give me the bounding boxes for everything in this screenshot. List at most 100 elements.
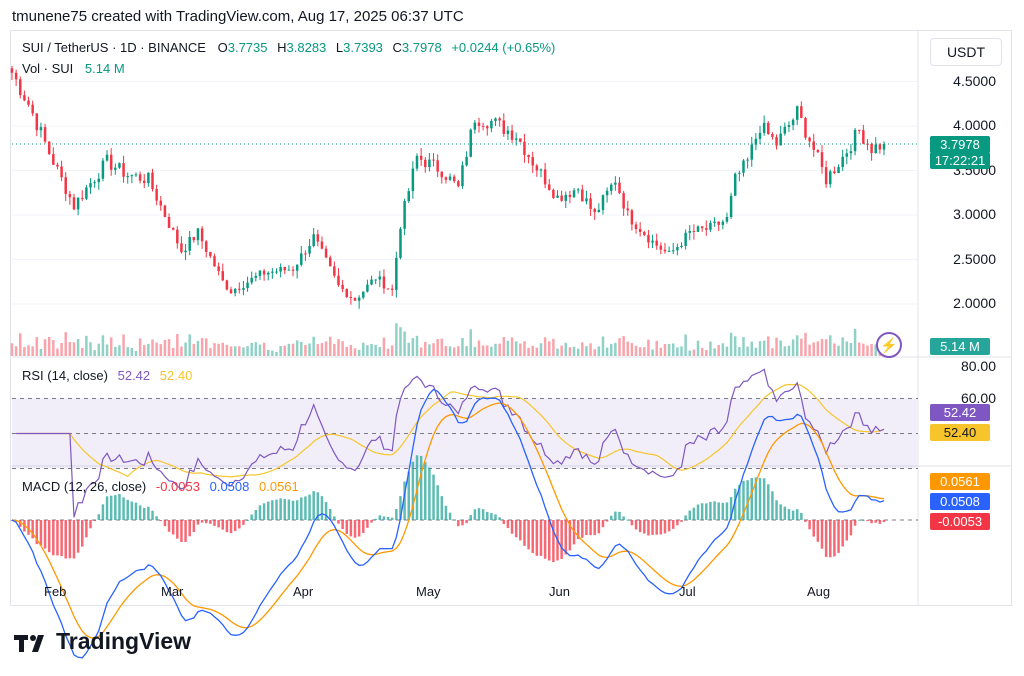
macd-histogram-bar <box>52 520 55 556</box>
macd-histogram-bar <box>258 505 262 520</box>
candle-body <box>510 130 514 140</box>
volume-bar <box>47 336 51 356</box>
month-label: Apr <box>293 584 314 599</box>
volume-bar <box>167 339 171 356</box>
candle-body <box>655 240 658 246</box>
macd-histogram-bar <box>486 511 489 520</box>
macd-histogram-bar <box>671 520 675 529</box>
candle-body <box>465 156 468 166</box>
candle-body <box>833 171 836 174</box>
macd-histogram-bar <box>812 520 815 537</box>
macd-histogram-bar <box>382 516 386 520</box>
volume-bar <box>35 337 39 356</box>
candle-body <box>424 159 427 168</box>
candle-body <box>357 297 361 301</box>
volume-bar <box>502 337 506 356</box>
volume-bar <box>279 346 282 356</box>
volume-bar <box>353 348 357 356</box>
macd-histogram-bar <box>35 520 39 545</box>
macd-tag: 0.0508 <box>930 493 990 510</box>
volume-bar <box>341 341 344 356</box>
candle-body <box>386 288 390 290</box>
candle-body <box>89 183 92 188</box>
macd-histogram-bar <box>535 520 539 556</box>
macd-histogram-bar <box>700 503 704 520</box>
candle-body <box>316 234 320 242</box>
macd-histogram-bar <box>775 500 778 520</box>
candle-body <box>246 282 249 289</box>
rsi-line <box>16 368 885 518</box>
volume-bar <box>242 347 245 356</box>
volume-bar <box>787 345 791 356</box>
macd-histogram-bar <box>209 520 212 524</box>
volume-bar <box>638 347 642 356</box>
macd-histogram-bar <box>242 520 245 525</box>
macd-histogram-bar <box>81 520 84 547</box>
volume-bar <box>874 344 877 356</box>
macd-histogram-bar <box>543 520 547 559</box>
candle-body <box>432 159 435 161</box>
bar-countdown-tag: 17:22:21 <box>930 152 990 169</box>
candle-body <box>816 149 820 153</box>
volume-bar <box>667 343 671 356</box>
candle-body <box>729 195 733 218</box>
candle-body <box>304 253 307 255</box>
macd-histogram-bar <box>192 520 196 532</box>
volume-bar <box>188 334 191 356</box>
candle-body <box>676 246 679 251</box>
macd-histogram-bar <box>366 520 369 528</box>
candle-body <box>147 172 150 184</box>
macd-histogram-bar <box>221 520 225 530</box>
candle-body <box>688 230 692 233</box>
macd-histogram-bar <box>849 520 853 536</box>
volume-bar <box>217 343 220 356</box>
macd-histogram-bar <box>43 520 47 549</box>
candle-body <box>461 165 464 187</box>
macd-histogram-bar <box>490 513 493 520</box>
macd-histogram-bar <box>552 520 555 563</box>
volume-bar <box>609 344 613 356</box>
macd-histogram-bar <box>833 520 836 557</box>
macd-histogram-bar <box>465 520 468 524</box>
candle-body <box>97 178 101 183</box>
candle-body <box>486 126 489 129</box>
macd-histogram-bar <box>870 520 873 524</box>
candle-body <box>233 288 237 294</box>
volume-bar <box>676 347 679 356</box>
volume-bar <box>419 347 423 356</box>
macd-histogram-bar <box>564 520 568 555</box>
macd-histogram-bar <box>609 515 613 520</box>
macd-histogram-bar <box>440 496 444 520</box>
candle-body <box>804 117 807 138</box>
volume-bar <box>436 339 439 356</box>
volume-bar <box>444 346 448 356</box>
macd-histogram-bar <box>597 520 601 534</box>
symbol-label: SUI / TetherUS · 1D · BINANCE <box>22 40 206 55</box>
candle-body <box>118 163 121 168</box>
lightning-icon[interactable]: ⚡ <box>876 332 902 358</box>
candle-body <box>742 160 745 173</box>
candle-body <box>680 245 683 247</box>
candle-body <box>93 182 96 184</box>
candle-body <box>271 271 274 273</box>
volume-bar <box>866 345 869 356</box>
candle-body <box>275 271 278 273</box>
macd-histogram-bar <box>481 509 485 520</box>
macd-histogram-bar <box>337 520 340 524</box>
macd-histogram-bar <box>882 520 886 523</box>
macd-histogram-bar <box>713 501 716 520</box>
currency-button[interactable]: USDT <box>930 38 1002 66</box>
candle-body <box>791 119 795 126</box>
volume-bar <box>539 343 543 356</box>
candle-body <box>184 250 187 253</box>
candle-body <box>436 160 439 172</box>
candle-body <box>618 182 621 194</box>
macd-histogram-bar <box>262 503 266 520</box>
rsi-legend: RSI (14, close) 52.42 52.40 <box>22 368 192 383</box>
open-value: 3.7735 <box>227 40 268 55</box>
macd-histogram-bar <box>399 496 402 520</box>
volume-bar <box>824 339 828 356</box>
candle-body <box>870 144 873 154</box>
volume-bar <box>238 346 241 356</box>
